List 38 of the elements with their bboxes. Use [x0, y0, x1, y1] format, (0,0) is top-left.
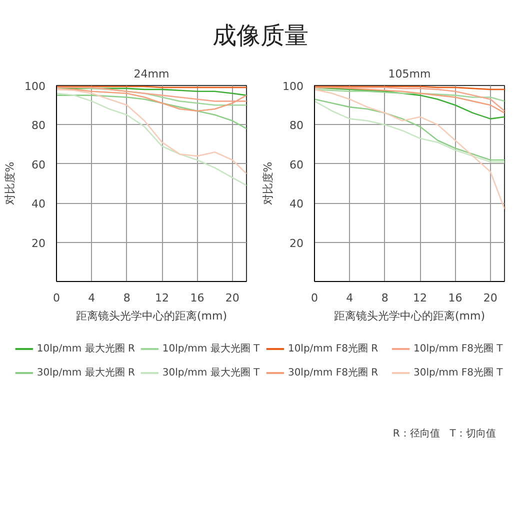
y-tick-label: 80 — [290, 119, 304, 132]
y-tick-label: 60 — [290, 158, 304, 172]
x-tick-label: 8 — [381, 292, 388, 304]
x-tick-label: 0 — [53, 292, 60, 304]
y-axis-title: 对比度% — [4, 162, 17, 206]
y-tick-label: 40 — [290, 198, 304, 211]
y-axis-title: 对比度% — [262, 162, 275, 206]
legend-label: 30lp/mm 最大光圈 R — [36, 366, 135, 378]
legend-label: 10lp/mm F8光圈 T — [414, 342, 504, 354]
legend-label: 10lp/mm F8光圈 R — [288, 342, 378, 354]
y-tick-label: 100 — [282, 80, 304, 93]
chart-title: 105mm — [388, 68, 431, 80]
chart-title: 24mm — [134, 68, 170, 80]
x-tick-label: 20 — [225, 292, 240, 304]
x-tick-label: 4 — [346, 292, 354, 304]
x-tick-label: 16 — [190, 292, 204, 304]
x-tick-label: 16 — [448, 292, 462, 304]
x-tick-label: 20 — [483, 292, 498, 304]
y-tick-label: 100 — [24, 80, 46, 93]
x-axis-title: 距离镜头光学中心的距离(mm) — [76, 310, 228, 322]
x-tick-label: 0 — [311, 292, 318, 304]
legend-label: 10lp/mm 最大光圈 R — [36, 342, 135, 354]
x-tick-label: 12 — [155, 292, 170, 304]
legend-label: 30lp/mm F8光圈 R — [288, 366, 378, 378]
x-tick-label: 4 — [88, 292, 96, 304]
y-tick-label: 40 — [32, 198, 46, 211]
legend-label: 30lp/mm 最大光圈 T — [162, 366, 260, 378]
y-tick-label: 20 — [32, 236, 46, 250]
text: R：径向值 T：切向值 — [392, 427, 496, 440]
legend-label: 30lp/mm F8光圈 T — [414, 366, 504, 378]
y-tick-label: 20 — [290, 236, 304, 250]
x-tick-label: 12 — [413, 292, 428, 304]
x-tick-label: 8 — [123, 292, 130, 304]
x-axis-title: 距离镜头光学中心的距离(mm) — [334, 310, 486, 322]
text: 成像质量 — [212, 22, 308, 50]
y-tick-label: 80 — [32, 119, 46, 132]
y-tick-label: 60 — [32, 158, 46, 172]
legend-label: 10lp/mm 最大光圈 T — [162, 342, 260, 354]
